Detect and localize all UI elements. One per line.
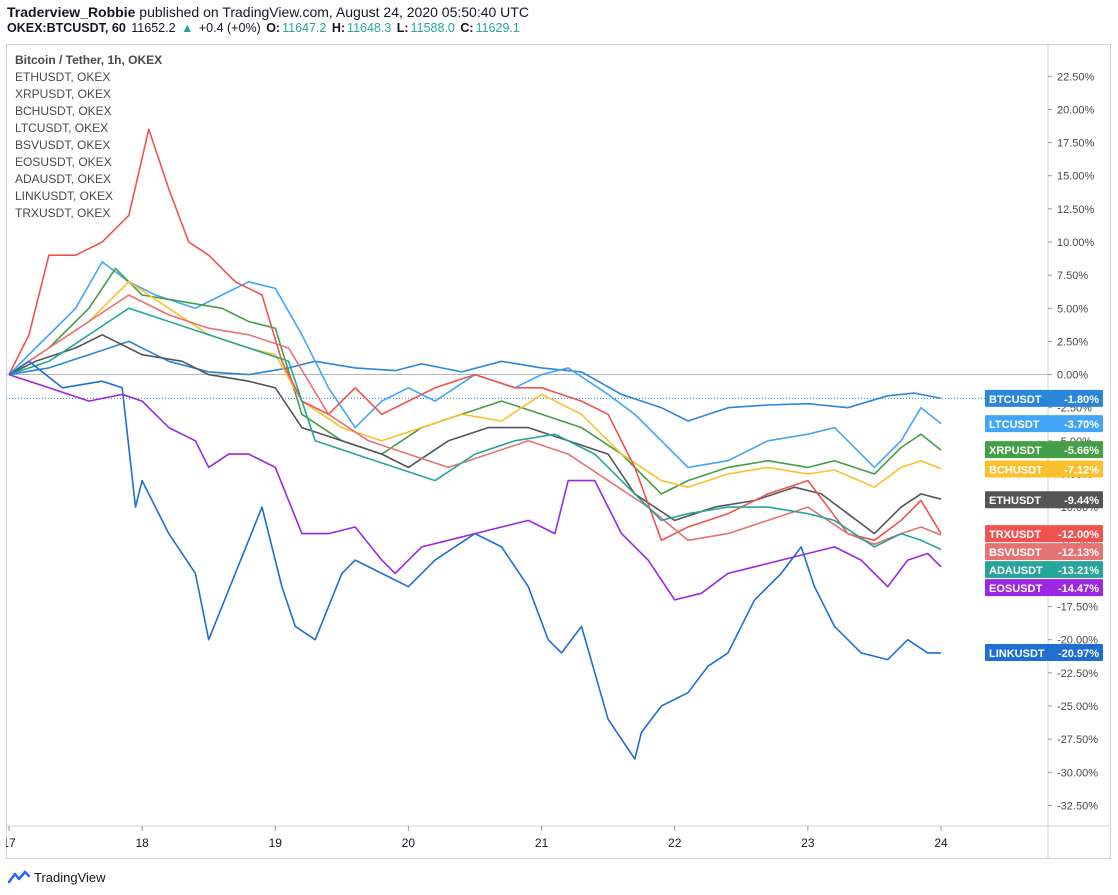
tradingview-logo-icon[interactable] — [8, 869, 30, 885]
series-price-label-bg[interactable] — [985, 460, 1103, 478]
last-price: 11652.2 — [131, 21, 176, 35]
series-price-label-bg[interactable] — [985, 543, 1103, 561]
series-price-label-bg[interactable] — [985, 644, 1103, 662]
series-price-label-name: LTCUSDT — [989, 419, 1040, 431]
legend-item[interactable]: XRPUSDT, OKEX — [15, 87, 112, 101]
series-line-bsvusdt[interactable] — [8, 294, 942, 546]
series-price-label-name: BTCUSDT — [989, 394, 1042, 406]
chart-canvas[interactable]: 22.50% 20.00% 17.50% 15.00% 12.50% 10.00% 7.50… — [6, 44, 1111, 859]
y-tick-label: -30.00% — [1057, 767, 1098, 779]
close-label: C: — [460, 21, 474, 35]
y-tick-label: 7.50% — [1057, 270, 1088, 282]
series-line-eosusdt[interactable] — [8, 373, 942, 601]
legend-item[interactable]: LTCUSDT, OKEX — [15, 121, 109, 135]
series-line-adausdt[interactable] — [8, 307, 942, 551]
series-price-label-bg[interactable] — [985, 491, 1103, 509]
y-tick-label: -25.00% — [1057, 701, 1098, 713]
x-tick-label: 18 — [135, 836, 149, 850]
series-line-btcusdt[interactable] — [8, 340, 942, 422]
series-line-xrpusdt[interactable] — [8, 267, 942, 495]
x-tick-label: 22 — [668, 836, 682, 850]
series-price-label-value: -14.47% — [1058, 583, 1099, 595]
series-price-label-bg[interactable] — [985, 441, 1103, 459]
series-legend: Bitcoin / Tether, 1h, OKEX ETHUSDT, OKEX… — [15, 52, 162, 222]
y-tick-label: 0.00% — [1057, 370, 1088, 382]
y-tick-label: 10.00% — [1057, 237, 1095, 249]
series-price-label-bg[interactable] — [985, 389, 1103, 407]
series-price-label-name: BSVUSDT — [989, 547, 1042, 559]
series-price-label-name: LINKUSDT — [989, 648, 1045, 660]
series-price-label-bg[interactable] — [985, 525, 1103, 543]
series-price-label-bg[interactable] — [985, 415, 1103, 433]
y-tick-label: 15.00% — [1057, 171, 1095, 183]
series-price-label-name: ADAUSDT — [989, 565, 1043, 577]
legend-item[interactable]: BSVUSDT, OKEX — [15, 138, 111, 152]
series-line-bchusdt[interactable] — [8, 281, 942, 489]
series-price-label-name: EOSUSDT — [989, 583, 1042, 595]
series-price-label-value: -3.70% — [1064, 419, 1099, 431]
series-price-label-value: -12.00% — [1058, 529, 1099, 541]
legend-main-series[interactable]: Bitcoin / Tether, 1h, OKEX — [15, 53, 163, 67]
high-label: H: — [331, 21, 346, 35]
publish-line: Traderview_Robbie published on TradingVi… — [7, 4, 529, 20]
y-tick-label: -20.00% — [1057, 635, 1098, 647]
legend-item[interactable]: TRXUSDT, OKEX — [15, 206, 111, 220]
y-tick-label: -17.50% — [1057, 602, 1098, 614]
x-tick-label: 17 — [6, 836, 16, 850]
series-price-label-value: -13.21% — [1058, 565, 1099, 577]
y-tick-label: 2.50% — [1057, 336, 1088, 348]
series-price-label-value: -7.12% — [1064, 464, 1099, 476]
y-tick-label: 12.50% — [1057, 204, 1095, 216]
legend-item[interactable]: BCHUSDT, OKEX — [15, 104, 112, 118]
legend-item[interactable]: ADAUSDT, OKEX — [15, 172, 112, 186]
chart-border — [6, 44, 1111, 859]
series-line-linkusdt[interactable] — [8, 360, 941, 760]
brand-name[interactable]: TradingView — [34, 869, 106, 885]
footer: TradingView — [8, 866, 106, 888]
legend-item[interactable]: EOSUSDT, OKEX — [15, 155, 112, 169]
x-tick-label: 24 — [934, 836, 948, 850]
series-line-ltcusdt[interactable] — [8, 261, 942, 469]
y-tick-label: 22.50% — [1057, 71, 1095, 83]
close-value: 11629.1 — [475, 21, 520, 35]
y-tick-label: -27.50% — [1057, 734, 1098, 746]
y-tick-label: 5.00% — [1057, 303, 1088, 315]
y-tick-label: 17.50% — [1057, 138, 1095, 150]
series-price-label-name: XRPUSDT — [989, 445, 1042, 457]
series-price-label-name: TRXUSDT — [989, 529, 1041, 541]
x-tick-label: 23 — [801, 836, 815, 850]
series-price-label-bg[interactable] — [985, 561, 1103, 579]
series-price-label-value: -20.97% — [1058, 648, 1099, 660]
change-value: +0.4 (+0%) — [198, 21, 261, 35]
series-price-label-value: -12.13% — [1058, 547, 1099, 559]
ohlc-line: OKEX:BTCUSDT, 60 11652.2 ▲ +0.4 (+0%) O:… — [7, 21, 522, 35]
legend-item[interactable]: LINKUSDT, OKEX — [15, 189, 114, 203]
y-tick-label: -32.50% — [1057, 800, 1098, 812]
y-tick-label: -22.50% — [1057, 668, 1098, 680]
series-price-label-bg[interactable] — [985, 579, 1103, 597]
open-value: 11647.2 — [282, 21, 327, 35]
x-tick-label: 21 — [535, 836, 549, 850]
legend-item[interactable]: ETHUSDT, OKEX — [15, 70, 111, 84]
y-tick-label: 20.00% — [1057, 104, 1095, 116]
chart-frame[interactable]: 22.50% 20.00% 17.50% 15.00% 12.50% 10.00% 7.50… — [6, 44, 1111, 859]
low-value: 11588.0 — [410, 21, 455, 35]
up-arrow-icon: ▲ — [181, 21, 194, 35]
high-value: 11648.3 — [347, 21, 392, 35]
low-label: L: — [396, 21, 409, 35]
series-line-trxusdt[interactable] — [8, 128, 942, 542]
series-price-label-name: BCHUSDT — [989, 464, 1043, 476]
publish-info: published on TradingView.com, August 24,… — [139, 4, 529, 20]
x-tick-label: 19 — [269, 836, 283, 850]
open-label: O: — [266, 21, 281, 35]
series-price-label-value: -5.66% — [1064, 445, 1099, 457]
series-price-label-name: ETHUSDT — [989, 495, 1041, 507]
series-price-label-value: -9.44% — [1064, 495, 1099, 507]
series-line-ethusdt[interactable] — [8, 333, 942, 535]
series-price-label-value: -1.80% — [1064, 394, 1099, 406]
x-tick-label: 20 — [402, 836, 416, 850]
symbol-label: OKEX:BTCUSDT, 60 — [7, 21, 126, 35]
author-name[interactable]: Traderview_Robbie — [7, 4, 136, 20]
